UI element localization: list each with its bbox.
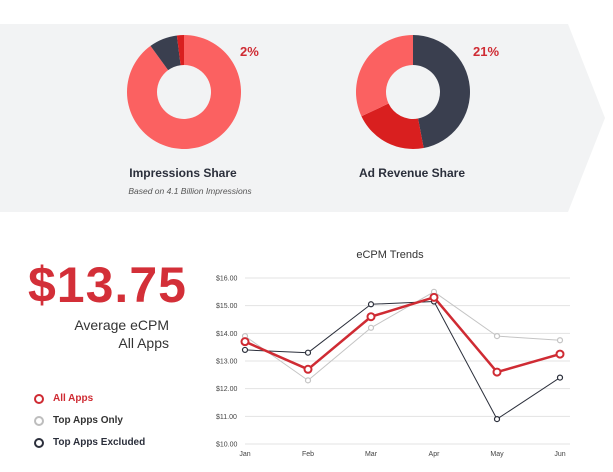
revenue-highlight-label: 21% [473, 44, 500, 59]
x-tick-label: Jan [239, 451, 250, 458]
legend-marker-all-apps [34, 393, 44, 404]
data-point-all-apps [240, 337, 250, 347]
data-point-top-apps-excluded [493, 416, 501, 423]
data-point-top-apps-excluded [556, 374, 564, 381]
impressions-highlight-label: 2% [240, 44, 259, 59]
impressions-title: Impressions Share [129, 166, 237, 180]
legend-marker-top-apps-excluded [34, 437, 44, 448]
y-tick-label: $12.00 [216, 386, 238, 393]
data-point-top-apps-only [304, 377, 312, 384]
average-ecpm-label-line2: All Apps [118, 335, 169, 351]
y-tick-label: $10.00 [216, 442, 238, 449]
series-line-top-apps-only [244, 291, 561, 381]
revenue-donut [356, 35, 470, 149]
impressions-subtitle: Based on 4.1 Billion Impressions [128, 186, 252, 196]
revenue-slice-top-apps-only [361, 103, 424, 149]
revenue-slice-top-apps-excluded [413, 35, 470, 148]
average-ecpm-label: Average eCPM All Apps [74, 316, 169, 352]
data-point-all-apps [429, 292, 439, 302]
average-ecpm-value: $13.75 [28, 257, 187, 313]
x-tick-label: May [490, 451, 504, 458]
data-point-top-apps-only [556, 337, 564, 344]
data-point-all-apps [303, 364, 313, 374]
y-tick-label: $15.00 [216, 303, 238, 310]
top-band [0, 24, 605, 212]
x-tick-label: Feb [302, 451, 314, 458]
series-line-top-apps-excluded [244, 301, 561, 420]
data-point-top-apps-only [493, 332, 501, 340]
data-point-top-apps-excluded [304, 349, 312, 356]
impressions-slice-top-apps-only [176, 35, 184, 66]
data-point-top-apps-excluded [241, 346, 249, 354]
legend-marker-top-apps-only [34, 415, 44, 426]
x-tick-label: Apr [429, 451, 441, 458]
y-tick-label: $14.00 [216, 331, 238, 338]
chart-title: eCPM Trends [356, 249, 424, 261]
data-point-top-apps-only [367, 324, 375, 331]
legend-item-all-apps: All Apps [34, 393, 93, 404]
impressions-slice-top-apps-excluded [150, 35, 181, 71]
legend-item-top-apps-excluded: Top Apps Excluded [34, 437, 145, 448]
average-ecpm-label-line1: Average eCPM [74, 317, 169, 333]
legend-label-all-apps: All Apps [53, 393, 94, 404]
x-tick-label: Jun [554, 451, 565, 458]
y-tick-label: $16.00 [216, 276, 238, 283]
ecpm-trends-chart: $10.00 $11.00 $12.00 $13.00 $14.00 $15.00 $16.… [216, 276, 570, 458]
impressions-donut [126, 35, 241, 149]
legend-item-top-apps-only: Top Apps Only [34, 415, 123, 426]
y-tick-label: $11.00 [216, 414, 237, 421]
y-tick-label: $13.00 [216, 359, 238, 366]
data-point-all-apps [492, 367, 502, 377]
data-point-top-apps-excluded [367, 301, 375, 308]
impressions-slice-all-apps [126, 35, 241, 149]
data-point-all-apps [555, 349, 565, 359]
data-point-all-apps [366, 312, 376, 322]
legend-label-top-apps-only: Top Apps Only [53, 415, 123, 426]
revenue-title: Ad Revenue Share [358, 166, 466, 180]
legend-label-top-apps-excluded: Top Apps Excluded [53, 437, 146, 448]
revenue-slice-all-apps [356, 35, 413, 117]
x-tick-label: Mar [365, 451, 378, 458]
series-line-all-apps [244, 296, 561, 374]
